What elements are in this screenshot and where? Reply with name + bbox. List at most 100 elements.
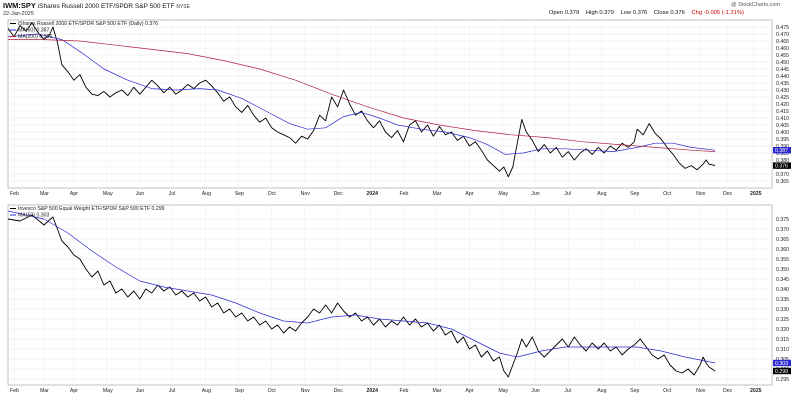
panel-1-ytick-9: 0.340 — [776, 287, 789, 293]
panel-1-ytick-13: 0.360 — [776, 247, 789, 253]
brand-watermark: @ StockCharts.com — [731, 2, 780, 8]
panel-1-ytick-6: 0.325 — [776, 317, 789, 323]
ticker-symbol: IWM:SPY — [3, 1, 36, 10]
panel-1-xtick-3: May — [103, 388, 113, 394]
panel-0-ytick-7: 0.400 — [776, 130, 789, 136]
panel-1-xtick-6: Aug — [202, 388, 211, 394]
chart-date: 22-Jan-2025 — [3, 11, 34, 17]
panel-1-frame — [7, 204, 773, 386]
panel-0-last-badge-1: 0.376 — [775, 163, 788, 169]
panel-1-ytick-5: 0.320 — [776, 327, 789, 333]
panel-0-ytick-22: 0.475 — [776, 25, 789, 31]
panel-0-xtick-2: Apr — [70, 191, 78, 197]
panel-1-xtick-20: Oct — [663, 388, 672, 394]
panel-1-xtick-12: Feb — [399, 388, 408, 394]
panel-0-series-ma50 — [7, 33, 716, 155]
panel-0-ytick-21: 0.470 — [776, 32, 789, 38]
panel-0-ytick-18: 0.455 — [776, 53, 789, 59]
panel-0-legend-ma200: MA(200) 0.386 — [18, 34, 52, 40]
panel-0-ytick-15: 0.440 — [776, 74, 789, 80]
panel-0-ytick-9: 0.410 — [776, 116, 789, 122]
panel-0-legend-ma50: MA(50) 0.387 — [18, 28, 50, 34]
panel-1-xtick-11: 2024 — [367, 388, 379, 394]
chart-header: IWM:SPY iShares Russell 2000 ETF/SPDR S&… — [3, 2, 190, 11]
ticker-description: iShares Russell 2000 ETF/SPDR S&P 500 ET… — [37, 3, 175, 10]
panel-0-ytick-1: 0.370 — [776, 172, 789, 178]
panel-1-ytick-10: 0.345 — [776, 277, 789, 283]
panel-1-xtick-23: 2025 — [750, 388, 762, 394]
panel-0-xtick-5: Jul — [169, 191, 176, 197]
panel-1-ytick-15: 0.370 — [776, 227, 789, 233]
panel-0-ytick-17: 0.450 — [776, 60, 789, 66]
panel-1-legend-main: Invesco S&P 500 Equal Weight ETF/SPDR S&… — [18, 206, 165, 212]
panel-1-xtick-22: Dec — [723, 388, 733, 394]
panel-0-xtick-11: 2024 — [367, 191, 379, 197]
panel-1-last-badge-0: 0.303 — [775, 361, 788, 367]
panel-1-legend-ma50: MA(50) 0.303 — [18, 213, 50, 219]
panel-1-xtick-7: Sep — [235, 388, 244, 394]
close-value: Close 0.376 — [653, 10, 685, 16]
panel-0-ytick-10: 0.415 — [776, 109, 789, 115]
panel-1-ytick-4: 0.315 — [776, 337, 789, 343]
panel-1-series-ma50 — [7, 210, 716, 364]
panel-0-last-badge-0: 0.387 — [775, 148, 788, 154]
panel-0-last-badge-bg-0 — [773, 147, 791, 154]
panel-0-xtick-4: Jun — [136, 191, 144, 197]
panel-1-xtick-10: Dec — [334, 388, 344, 394]
panel-1-xtick-14: Apr — [465, 388, 473, 394]
panel-0-ytick-13: 0.430 — [776, 88, 789, 94]
panel-1-xtick-13: Mar — [432, 388, 441, 394]
panel-0-last-badge-bg-1 — [773, 162, 791, 169]
panel-1-xtick-15: May — [498, 388, 508, 394]
panel-0-ytick-19: 0.460 — [776, 46, 789, 52]
panel-1-ytick-14: 0.365 — [776, 237, 789, 243]
panel-1-xtick-21: Nov — [696, 388, 706, 394]
quote-summary: Open 0.379 High 0.379 Low 0.376 Close 0.… — [544, 10, 744, 16]
panel-1-xtick-1: Mar — [40, 388, 49, 394]
panel-0-ytick-12: 0.425 — [776, 95, 789, 101]
exchange-label: NYSE — [176, 4, 190, 10]
panel-0-xtick-12: Feb — [399, 191, 408, 197]
panel-0-xtick-9: Nov — [301, 191, 311, 197]
panel-1-ytick-3: 0.310 — [776, 347, 789, 353]
change-value: Chg -0.005 (-1.21%) — [691, 10, 744, 16]
panel-0-xtick-21: Nov — [696, 191, 706, 197]
panel-0-legend-main: iShares Russell 2000 ETF/SPDR S&P 500 ET… — [18, 21, 158, 27]
panel-1-ytick-11: 0.350 — [776, 267, 789, 273]
panel-1-ytick-16: 0.375 — [776, 217, 789, 223]
panel-0-xtick-3: May — [103, 191, 113, 197]
panel-1-xtick-18: Aug — [597, 388, 606, 394]
panel-0-xtick-13: Mar — [432, 191, 441, 197]
panel-0-ytick-0: 0.365 — [776, 179, 789, 185]
panel-1-xtick-5: Jul — [169, 388, 176, 394]
panel-0-xtick-18: Aug — [597, 191, 606, 197]
panel-1-ytick-0: 0.295 — [776, 377, 789, 383]
panel-0-xtick-16: Jun — [531, 191, 539, 197]
high-value: High 0.379 — [585, 10, 614, 16]
panel-0-xtick-17: Jul — [564, 191, 571, 197]
panel-1-last-badge-bg-0 — [773, 359, 791, 367]
panel-1-xtick-19: Sep — [630, 388, 639, 394]
panel-0-ytick-8: 0.405 — [776, 123, 789, 129]
panel-1-xtick-2: Apr — [70, 388, 78, 394]
panel-0-ytick-6: 0.395 — [776, 137, 789, 143]
panel-0-xtick-1: Mar — [40, 191, 49, 197]
panel-1-xtick-0: Feb — [10, 388, 19, 394]
panel-0-ytick-14: 0.435 — [776, 81, 789, 87]
panel-1-ytick-7: 0.330 — [776, 307, 789, 313]
panel-0-series-ma200 — [8, 39, 716, 152]
panel-1-xtick-4: Jun — [136, 388, 144, 394]
panel-0-xtick-8: Oct — [268, 191, 277, 197]
panel-0-ytick-4: 0.385 — [776, 151, 789, 157]
panel-0-xtick-0: Feb — [10, 191, 19, 197]
panel-0-ytick-20: 0.465 — [776, 39, 789, 45]
panel-0-xtick-20: Oct — [663, 191, 672, 197]
panel-0-xtick-6: Aug — [202, 191, 211, 197]
panel-0-xtick-19: Sep — [630, 191, 639, 197]
panel-1-ytick-8: 0.335 — [776, 297, 789, 303]
panel-1-xtick-16: Jun — [531, 388, 539, 394]
panel-0-ytick-16: 0.445 — [776, 67, 789, 73]
panel-0-ytick-11: 0.420 — [776, 102, 789, 108]
